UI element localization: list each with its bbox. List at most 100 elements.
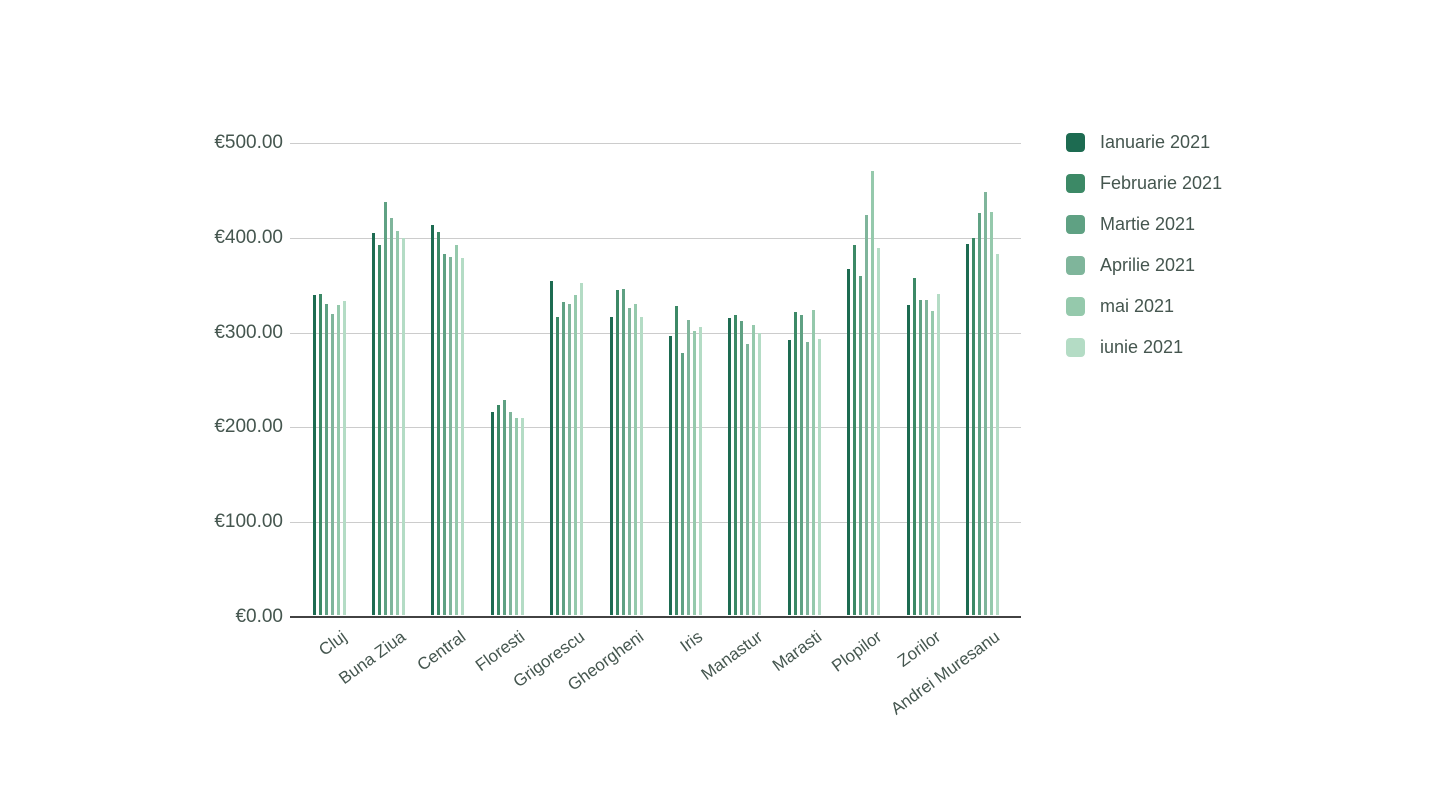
legend-item-martie-2021: Martie 2021 (1066, 215, 1195, 234)
bar-cluster-buna-ziua (371, 143, 405, 615)
bar-februarie-2021[interactable] (674, 305, 678, 615)
legend-swatch-icon (1066, 215, 1085, 234)
bar-cluster-marasti (787, 143, 821, 615)
legend-swatch-icon (1066, 256, 1085, 275)
bar-martie-2021[interactable] (383, 201, 387, 615)
bar-ianuarie-2021[interactable] (906, 305, 910, 615)
bar-iunie-2021[interactable] (877, 248, 881, 615)
legend-item-mai-2021: mai 2021 (1066, 297, 1174, 316)
y-tick-label: €100.00 (214, 511, 283, 533)
bar-februarie-2021[interactable] (734, 315, 738, 615)
bar-mai-2021[interactable] (633, 304, 637, 615)
bar-iunie-2021[interactable] (758, 333, 762, 615)
bar-iunie-2021[interactable] (342, 301, 346, 615)
bar-mai-2021[interactable] (871, 171, 875, 615)
bar-ianuarie-2021[interactable] (609, 317, 613, 615)
bar-mai-2021[interactable] (811, 309, 815, 615)
bar-iunie-2021[interactable] (461, 257, 465, 615)
bar-cluster-iris (668, 143, 702, 615)
bar-cluster-zorilor (906, 143, 940, 615)
bar-ianuarie-2021[interactable] (668, 336, 672, 615)
bar-februarie-2021[interactable] (318, 293, 322, 615)
bar-februarie-2021[interactable] (793, 311, 797, 615)
y-tick-label: €400.00 (214, 226, 283, 248)
bar-ianuarie-2021[interactable] (312, 294, 316, 615)
bar-aprilie-2021[interactable] (330, 314, 334, 615)
bar-februarie-2021[interactable] (377, 245, 381, 615)
bar-martie-2021[interactable] (740, 321, 744, 615)
bar-aprilie-2021[interactable] (746, 343, 750, 615)
bar-cluster-cluj (312, 143, 346, 615)
bar-ianuarie-2021[interactable] (728, 318, 732, 615)
bar-aprilie-2021[interactable] (627, 307, 631, 615)
bar-martie-2021[interactable] (502, 399, 506, 615)
bar-ianuarie-2021[interactable] (431, 225, 435, 615)
bar-mai-2021[interactable] (395, 231, 399, 615)
bar-martie-2021[interactable] (562, 302, 566, 615)
bar-ianuarie-2021[interactable] (965, 244, 969, 615)
bar-mai-2021[interactable] (930, 310, 934, 615)
bar-ianuarie-2021[interactable] (371, 232, 375, 615)
bar-iunie-2021[interactable] (639, 317, 643, 615)
bar-aprilie-2021[interactable] (568, 304, 572, 615)
bar-martie-2021[interactable] (799, 315, 803, 615)
bar-aprilie-2021[interactable] (805, 341, 809, 615)
bar-februarie-2021[interactable] (912, 278, 916, 615)
bar-aprilie-2021[interactable] (686, 320, 690, 615)
bar-cluster-central (431, 143, 465, 615)
bar-mai-2021[interactable] (692, 330, 696, 615)
bar-cluster-gheorgheni (609, 143, 643, 615)
bar-iunie-2021[interactable] (401, 237, 405, 615)
bar-ianuarie-2021[interactable] (787, 340, 791, 615)
bar-ianuarie-2021[interactable] (490, 412, 494, 615)
bar-aprilie-2021[interactable] (983, 192, 987, 615)
bar-februarie-2021[interactable] (556, 317, 560, 615)
legend-item-ianuarie-2021: Ianuarie 2021 (1066, 133, 1210, 152)
bar-cluster-plopilor (847, 143, 881, 615)
bar-cluster-floresti (490, 143, 524, 615)
bar-aprilie-2021[interactable] (508, 412, 512, 615)
gridline (290, 143, 1021, 144)
bar-februarie-2021[interactable] (971, 237, 975, 615)
bar-mai-2021[interactable] (455, 245, 459, 615)
bar-aprilie-2021[interactable] (389, 217, 393, 615)
bar-februarie-2021[interactable] (853, 245, 857, 615)
bar-cluster-manastur (728, 143, 762, 615)
bar-martie-2021[interactable] (918, 300, 922, 615)
bar-mai-2021[interactable] (752, 324, 756, 615)
bar-martie-2021[interactable] (443, 253, 447, 615)
legend-label: Ianuarie 2021 (1100, 132, 1211, 152)
bar-iunie-2021[interactable] (936, 293, 940, 615)
y-tick-label: €0.00 (235, 606, 283, 627)
bar-aprilie-2021[interactable] (865, 214, 869, 615)
bar-mai-2021[interactable] (336, 305, 340, 615)
gridline (290, 332, 1021, 334)
bar-iunie-2021[interactable] (580, 283, 584, 615)
legend-label: Aprilie 2021 (1100, 255, 1196, 275)
bar-februarie-2021[interactable] (615, 289, 619, 615)
legend-label: Februarie 2021 (1100, 173, 1223, 193)
bar-iunie-2021[interactable] (995, 253, 999, 615)
gridline (290, 522, 1021, 524)
bar-mai-2021[interactable] (989, 212, 993, 615)
bar-iunie-2021[interactable] (817, 339, 821, 615)
bar-ianuarie-2021[interactable] (550, 281, 554, 615)
bar-martie-2021[interactable] (977, 213, 981, 615)
bar-februarie-2021[interactable] (496, 404, 500, 615)
bar-martie-2021[interactable] (324, 304, 328, 615)
bar-aprilie-2021[interactable] (449, 256, 453, 615)
bar-februarie-2021[interactable] (437, 232, 441, 615)
legend-swatch-icon (1066, 338, 1085, 357)
bar-mai-2021[interactable] (574, 294, 578, 615)
y-tick-label: €200.00 (214, 416, 283, 438)
bar-martie-2021[interactable] (859, 275, 863, 615)
bar-martie-2021[interactable] (621, 288, 625, 615)
legend-item-aprilie-2021: Aprilie 2021 (1066, 256, 1195, 275)
bar-martie-2021[interactable] (680, 353, 684, 615)
bar-iunie-2021[interactable] (698, 326, 702, 615)
bar-ianuarie-2021[interactable] (847, 268, 851, 615)
bar-iunie-2021[interactable] (520, 417, 524, 615)
bar-aprilie-2021[interactable] (924, 300, 928, 615)
bar-mai-2021[interactable] (514, 417, 518, 615)
